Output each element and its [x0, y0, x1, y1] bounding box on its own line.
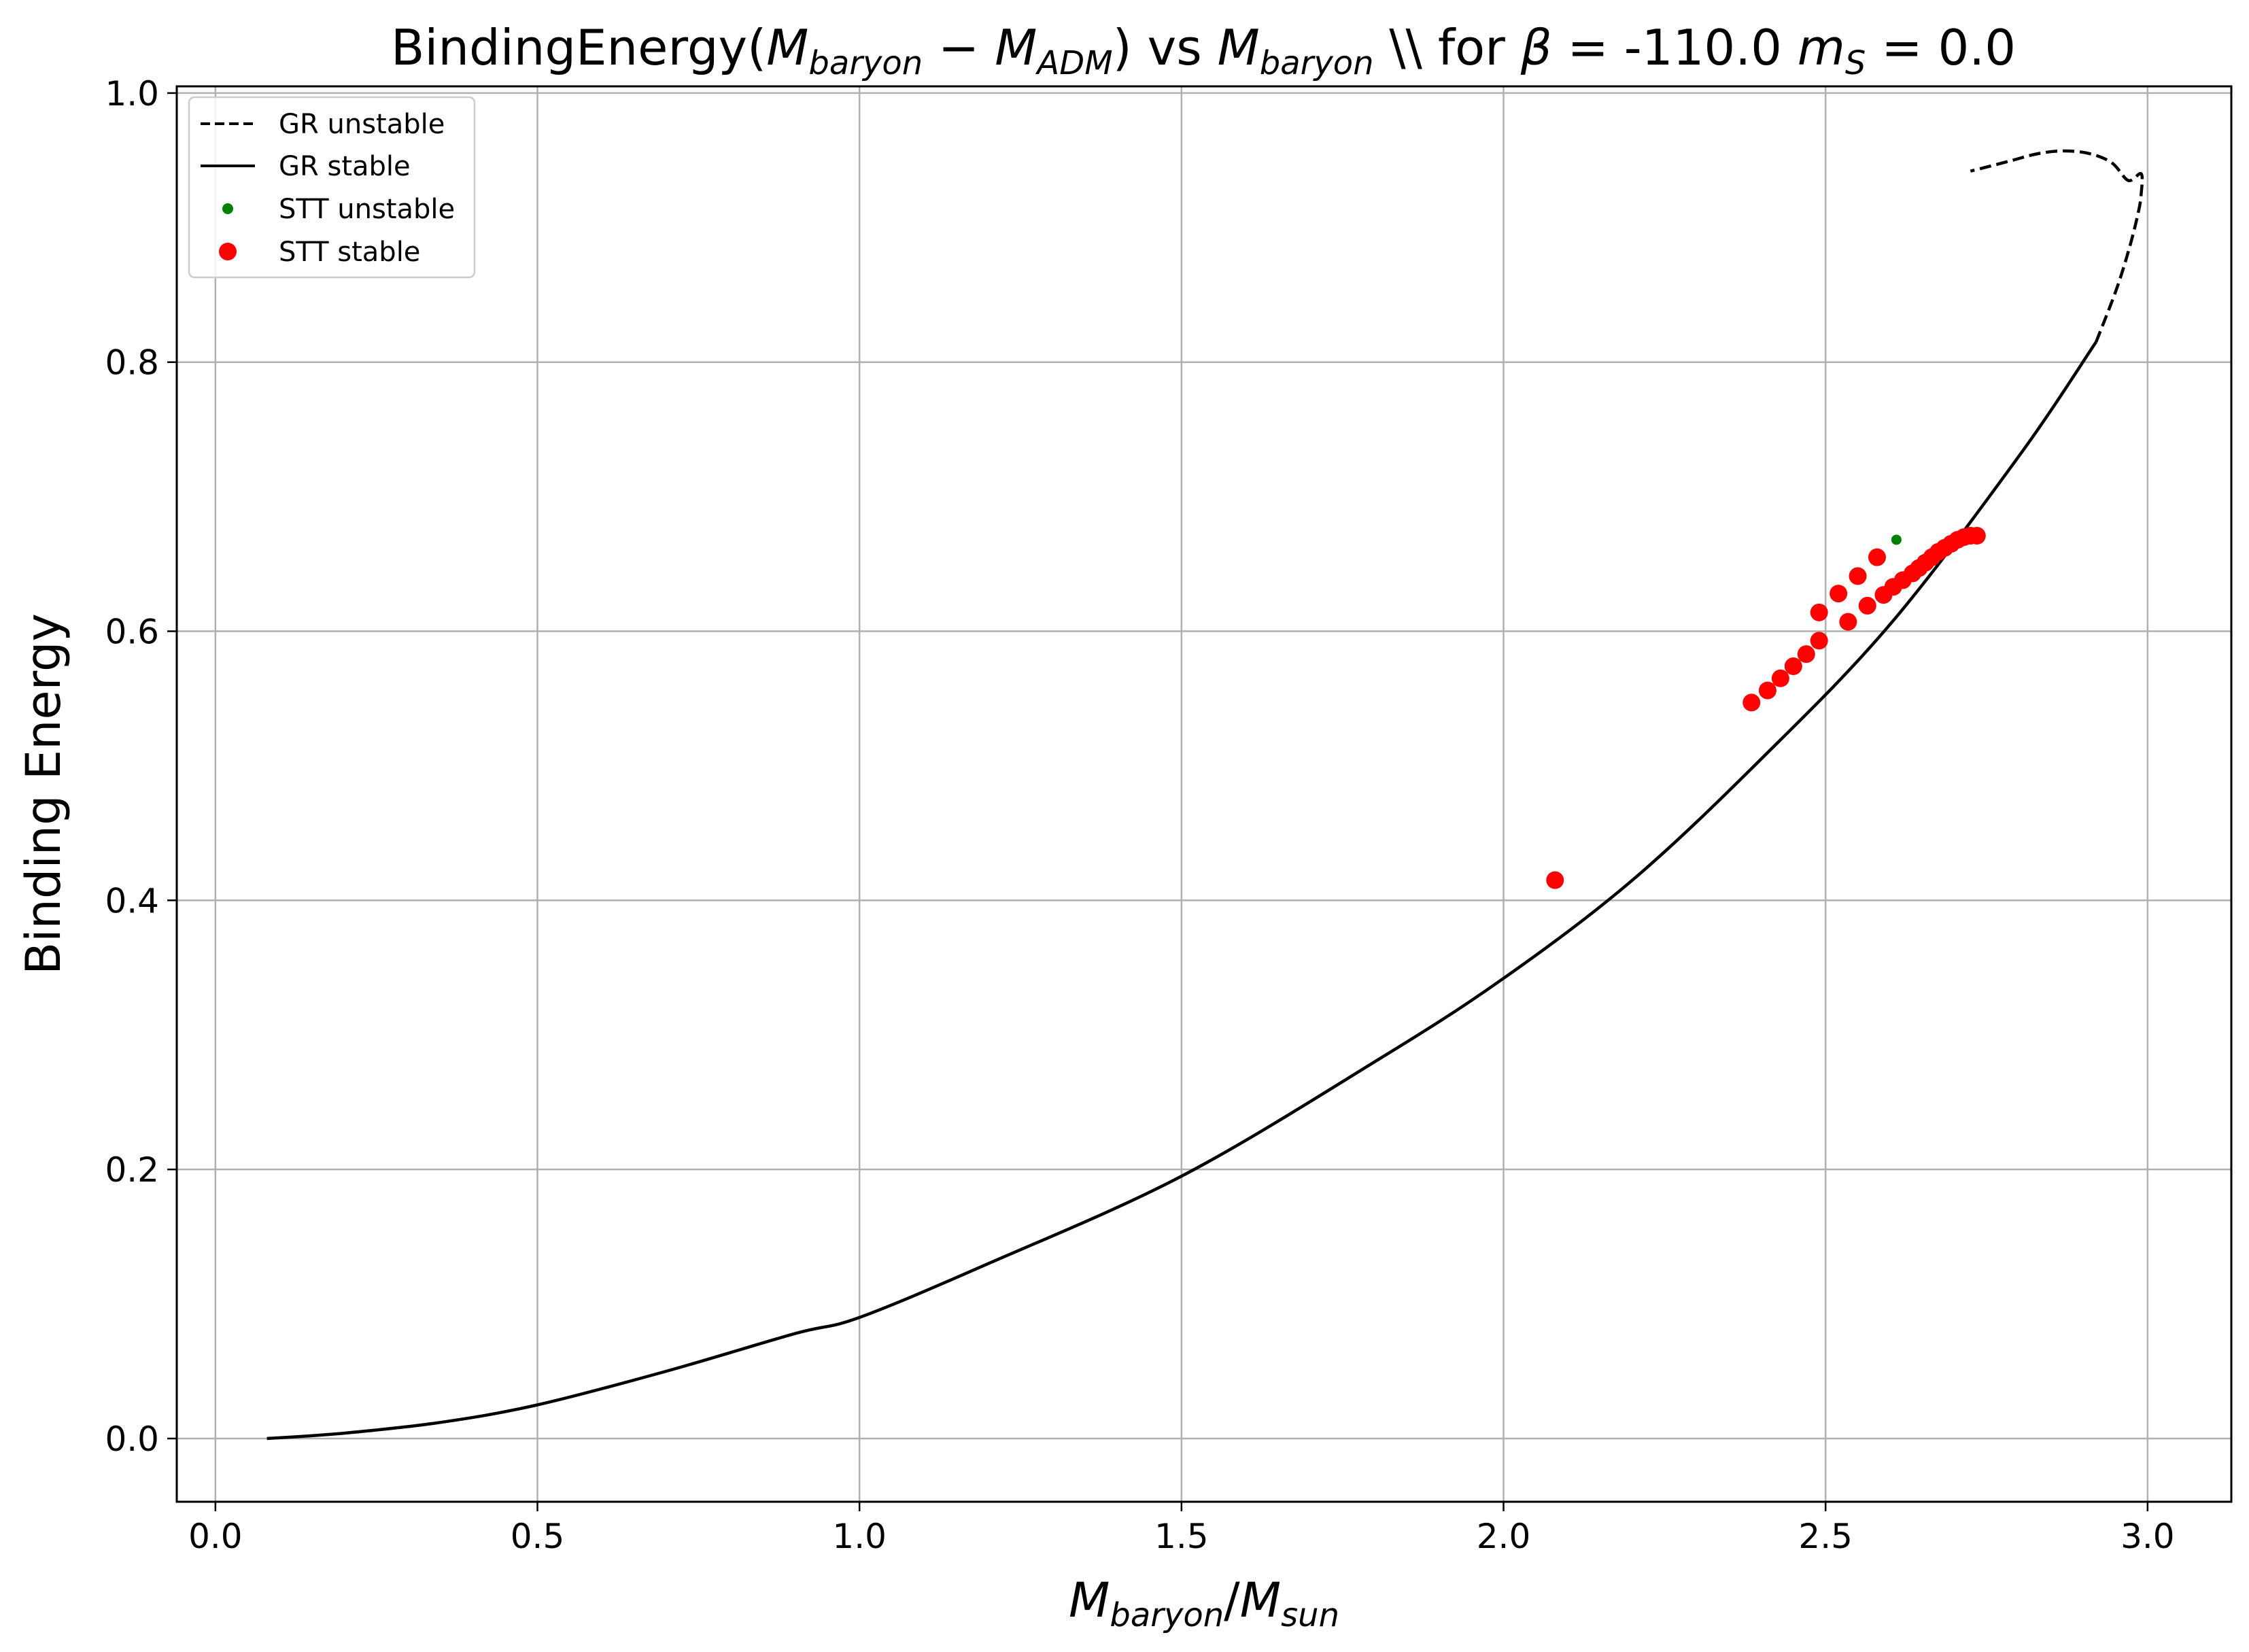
y-tick-label: 0.6	[105, 613, 159, 652]
stt-stable-point	[1758, 681, 1776, 700]
x-axis-label: Mbaryon/Msun	[1069, 1572, 1339, 1634]
x-tick-label: 0.5	[511, 1517, 565, 1556]
legend-stt-unstable-swatch	[222, 203, 233, 214]
axis-ticks: 0.0 0.5 1.0 1.5 2.0 2.5 3.0 0.0 0.2 0.4 0.6 0.8 1.0	[105, 74, 2174, 1556]
x-tick-label: 0.0	[188, 1517, 243, 1556]
stt-stable-point	[1810, 632, 1828, 650]
gr-unstable-line	[1970, 149, 2144, 343]
stt-stable-point	[1858, 596, 1876, 615]
x-tick-label: 3.0	[2121, 1517, 2175, 1556]
gr-stable-line	[267, 341, 2097, 1441]
stt-stable-point	[1546, 871, 1564, 889]
chart-title: BindingEnergy(Mbaryon − MADM) vs Mbaryon…	[391, 19, 2016, 82]
y-tick-label: 0.8	[105, 343, 159, 383]
stt-stable-point	[1830, 585, 1848, 603]
stt-stable-point	[1784, 657, 1802, 675]
x-tick-label: 1.0	[832, 1517, 887, 1556]
stt-stable-point	[1771, 669, 1789, 687]
stt-stable-point	[1742, 693, 1761, 712]
y-tick-label: 1.0	[105, 74, 159, 114]
stt-stable-point	[1839, 613, 1857, 631]
plot-series	[267, 149, 2144, 1441]
stt-stable-point	[1810, 603, 1828, 621]
legend-gr-unstable-label: GR unstable	[279, 109, 445, 140]
stt-stable-point	[1849, 567, 1867, 585]
x-tick-label: 2.5	[1798, 1517, 1853, 1556]
y-tick-label: 0.4	[105, 881, 159, 920]
y-axis-label: Binding Energy	[16, 613, 71, 975]
legend-stt-unstable-label: STT unstable	[279, 194, 455, 225]
x-tick-label: 1.5	[1154, 1517, 1209, 1556]
grid-lines	[177, 86, 2231, 1502]
stt-stable-point	[1797, 645, 1815, 664]
legend-stt-stable-swatch	[219, 243, 237, 260]
legend-stt-stable-label: STT stable	[279, 237, 420, 268]
stt-stable-point	[1968, 527, 1986, 545]
x-tick-label: 2.0	[1477, 1517, 1531, 1556]
y-tick-label: 0.2	[105, 1150, 159, 1190]
stt-unstable-point	[1891, 534, 1902, 545]
legend-box	[188, 96, 476, 279]
legend-gr-stable-label: GR stable	[279, 151, 411, 182]
y-tick-label: 0.0	[105, 1419, 159, 1459]
stt-stable-point	[1868, 548, 1886, 566]
plot-frame	[175, 85, 2233, 1503]
legend: GR unstable GR stable STT unstable STT s…	[188, 96, 476, 279]
